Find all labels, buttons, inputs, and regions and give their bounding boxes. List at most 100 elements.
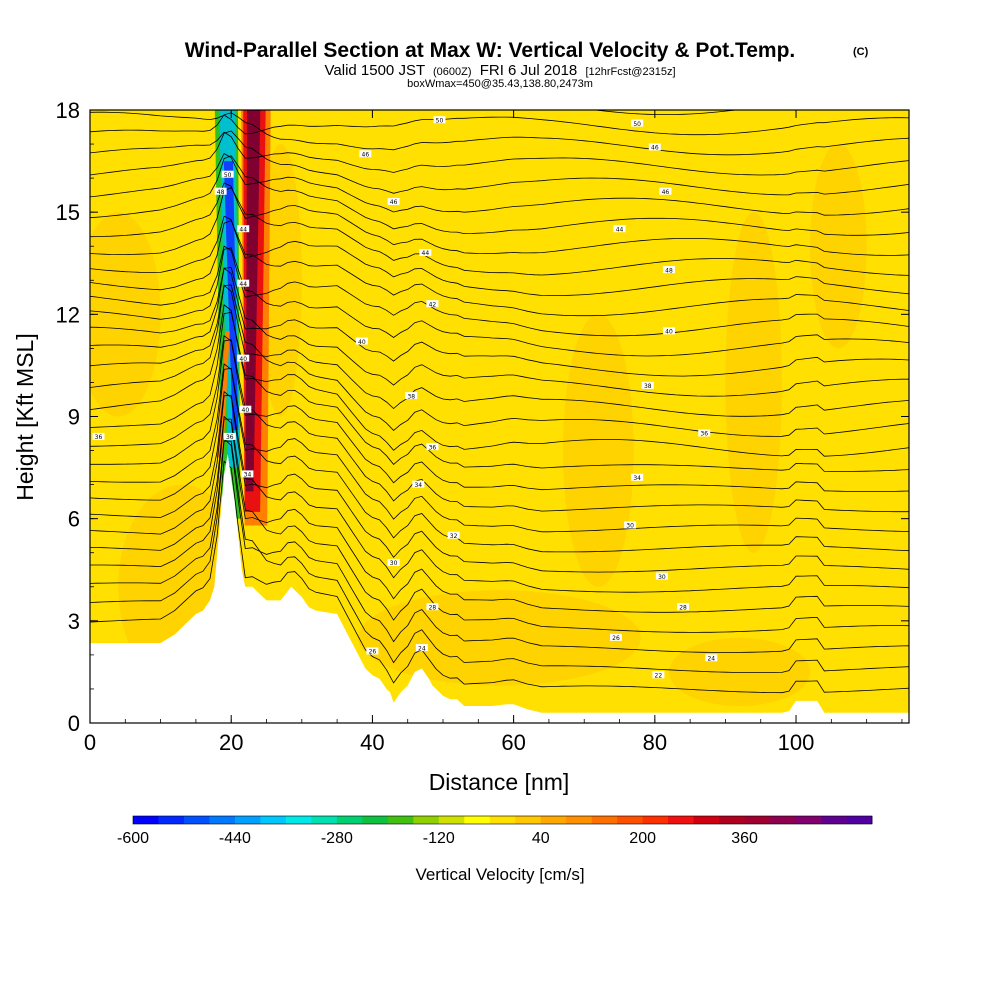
contour-label: 36 <box>429 444 437 451</box>
theta-contour-line <box>90 394 909 593</box>
colorbar-segment <box>489 816 516 824</box>
contour-label: 50 <box>633 121 641 128</box>
terrain-profile <box>90 454 909 723</box>
contour-label: 36 <box>226 434 234 441</box>
contour-label: 34 <box>244 472 252 479</box>
theta-contour-line <box>90 304 909 457</box>
contour-label-box <box>631 119 644 127</box>
colorbar-segment <box>668 816 695 824</box>
colorbar-segment <box>183 816 210 824</box>
contour-label-box <box>387 197 400 205</box>
contour-label-box <box>648 143 661 151</box>
y-tick-label: 6 <box>68 507 80 532</box>
weak-ascent-patch <box>725 212 782 553</box>
updraft-band-max <box>245 110 261 492</box>
colorbar-segment <box>285 816 312 824</box>
contour-label-box <box>433 116 446 124</box>
colorbar-segment <box>693 816 720 824</box>
colorbar-segment <box>821 816 847 824</box>
contour-label: 44 <box>239 281 247 288</box>
weak-ascent-patch <box>563 314 634 587</box>
plot-area: 50 50 46 46 46 46 44 44 48 42 40 40 38 38 36 36 36 34 34 30… <box>90 110 909 723</box>
theta-contour-line <box>90 437 909 653</box>
x-tick-label: 40 <box>360 730 384 755</box>
contour-label-box <box>415 644 428 652</box>
contour-label: 24 <box>418 645 426 652</box>
colorbar-segment <box>133 816 159 824</box>
contour-label-box <box>655 572 668 580</box>
y-axis-label: Height [Kft MSL] <box>12 333 38 500</box>
colorbar-segment <box>566 816 593 824</box>
colorbar-tick-label: -280 <box>321 830 353 847</box>
contour-label: 50 <box>224 172 232 179</box>
chart-subtitle: Valid 1500 JST (0600Z) FRI 6 Jul 2018 [1… <box>325 62 676 79</box>
contour-label-box <box>426 300 439 308</box>
contour-label: 38 <box>644 383 652 390</box>
colorbar-segment <box>744 816 771 824</box>
contour-label-box <box>412 480 425 488</box>
weak-ascent-patch <box>668 637 811 706</box>
contour-label-box <box>677 603 690 611</box>
theta-contour-line <box>90 111 909 136</box>
theta-contour-line <box>90 247 909 357</box>
y-tick-label: 12 <box>56 302 80 327</box>
theta-contour-line <box>90 311 909 472</box>
colorbar-segment <box>515 816 542 824</box>
contour-label: 22 <box>655 673 663 680</box>
x-axis-ticks: 0 20 40 60 80 100 <box>84 110 903 755</box>
contour-label: 46 <box>662 189 670 196</box>
contour-label-box <box>359 150 372 158</box>
contour-label: 46 <box>651 145 659 152</box>
contour-label-box <box>659 187 672 195</box>
contour-label: 40 <box>239 356 247 363</box>
chart-title: Wind-Parallel Section at Max W: Vertical… <box>185 39 796 62</box>
contour-label: 26 <box>612 635 620 642</box>
contour-label-box <box>223 432 236 440</box>
theta-contour-line <box>90 335 909 492</box>
weak-ascent-patch <box>810 144 867 349</box>
colorbar-tick-label: 360 <box>731 830 758 847</box>
contour-label-box <box>237 279 250 287</box>
theta-contour-line <box>90 367 909 553</box>
colorbar-segment <box>770 816 796 824</box>
theta-contour-line <box>90 390 909 573</box>
contour-label: 40 <box>665 329 673 336</box>
contour-label-box <box>221 170 234 178</box>
colorbar-tick-label: -440 <box>219 830 251 847</box>
contour-label-box <box>355 337 368 345</box>
contour-label: 30 <box>658 574 666 581</box>
theta-contours <box>90 110 909 694</box>
theta-contour-line <box>90 182 909 256</box>
y-tick-label: 18 <box>56 98 80 123</box>
chart-title-mark: (C) <box>853 46 869 58</box>
theta-contour-line <box>90 112 909 156</box>
contour-label: 44 <box>616 226 624 233</box>
contour-label: 48 <box>217 189 225 196</box>
contour-label-box <box>241 470 254 478</box>
theta-contour-line <box>90 363 909 533</box>
subtitle-valid: Valid 1500 JST <box>325 62 425 79</box>
contour-label-box <box>405 392 418 400</box>
colorbar-segment <box>846 816 873 824</box>
colorbar-segment <box>642 816 669 824</box>
contour-label: 30 <box>390 560 398 567</box>
contour-label: 42 <box>429 301 437 308</box>
contour-label-box <box>662 327 675 335</box>
weak-ascent-patches <box>90 144 867 706</box>
contour-label-box <box>641 381 654 389</box>
contour-label: 36 <box>700 431 708 438</box>
theta-contour-line <box>90 130 909 196</box>
contour-label: 32 <box>450 533 458 540</box>
theta-contour-line <box>90 415 909 613</box>
colorbar-segment <box>311 816 338 824</box>
vertical-velocity-cores <box>214 110 271 526</box>
x-tick-label: 80 <box>643 730 667 755</box>
colorbar <box>132 815 873 825</box>
contour-label: 46 <box>390 199 398 206</box>
contour-label-box <box>705 654 718 662</box>
subtitle-utc: (0600Z) <box>433 66 472 78</box>
chart-boxinfo: boxWmax=450@35.43,138.80,2473m <box>407 78 593 90</box>
theta-contour-line <box>90 267 909 377</box>
